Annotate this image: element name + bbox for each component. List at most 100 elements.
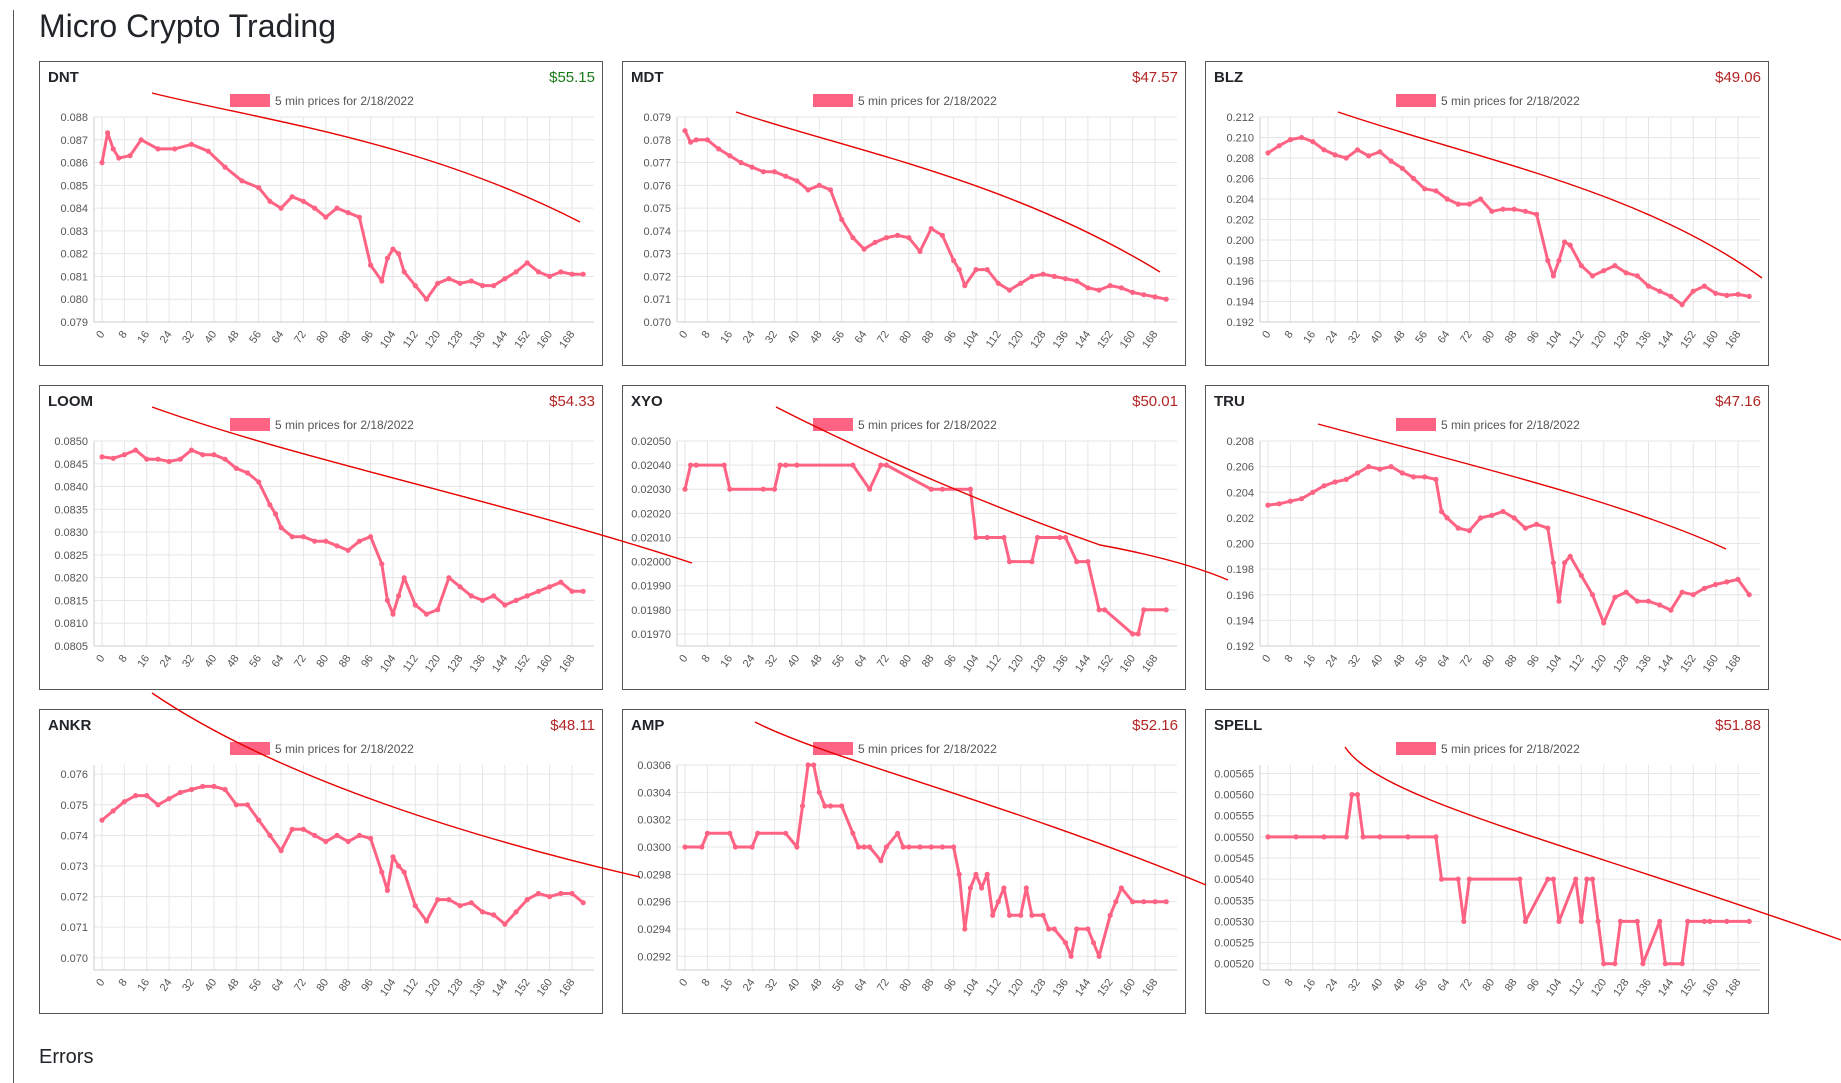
data-point[interactable] <box>1634 598 1640 604</box>
data-point[interactable] <box>172 146 178 152</box>
data-point[interactable] <box>468 278 474 284</box>
data-point[interactable] <box>1343 155 1349 161</box>
data-point[interactable] <box>939 232 945 238</box>
data-point[interactable] <box>1713 581 1719 588</box>
data-point[interactable] <box>222 786 228 793</box>
data-point[interactable] <box>580 588 586 594</box>
data-point[interactable] <box>1321 483 1327 489</box>
data-point[interactable] <box>144 793 150 799</box>
data-point[interactable] <box>513 909 519 915</box>
data-point[interactable] <box>502 921 508 927</box>
data-point[interactable] <box>956 267 962 273</box>
data-point[interactable] <box>155 802 161 808</box>
data-point[interactable] <box>1018 280 1024 286</box>
data-point[interactable] <box>205 148 211 154</box>
data-point[interactable] <box>917 248 923 254</box>
data-point[interactable] <box>1511 206 1517 212</box>
data-point[interactable] <box>239 178 245 184</box>
data-point[interactable] <box>805 187 811 193</box>
data-point[interactable] <box>99 160 105 166</box>
chart-legend[interactable]: 5 min prices for 2/18/2022 <box>1396 418 1580 432</box>
data-point[interactable] <box>1141 607 1147 613</box>
data-point[interactable] <box>1657 918 1663 924</box>
data-point[interactable] <box>233 802 239 808</box>
data-point[interactable] <box>771 169 778 175</box>
data-point[interactable] <box>693 462 699 468</box>
chart-legend[interactable]: 5 min prices for 2/18/2022 <box>230 742 414 756</box>
data-point[interactable] <box>699 844 705 850</box>
data-point[interactable] <box>1466 876 1472 882</box>
data-point[interactable] <box>491 912 497 918</box>
data-point[interactable] <box>412 602 418 608</box>
data-point[interactable] <box>1562 239 1568 245</box>
data-point[interactable] <box>1366 153 1372 159</box>
data-point[interactable] <box>1662 961 1668 967</box>
data-point[interactable] <box>1001 885 1007 891</box>
data-point[interactable] <box>1657 288 1663 294</box>
data-point[interactable] <box>883 844 889 850</box>
data-point[interactable] <box>1354 792 1361 798</box>
data-point[interactable] <box>166 796 172 802</box>
data-point[interactable] <box>110 808 116 814</box>
data-point[interactable] <box>1578 263 1584 269</box>
data-point[interactable] <box>1299 496 1305 502</box>
data-point[interactable] <box>1578 918 1584 924</box>
data-point[interactable] <box>188 786 195 793</box>
data-point[interactable] <box>688 462 694 468</box>
data-point[interactable] <box>967 885 973 891</box>
data-point[interactable] <box>979 885 985 891</box>
data-point[interactable] <box>1085 285 1091 291</box>
data-point[interactable] <box>569 890 575 897</box>
data-point[interactable] <box>267 502 273 508</box>
data-point[interactable] <box>783 462 789 468</box>
data-point[interactable] <box>682 844 688 850</box>
data-point[interactable] <box>1522 918 1528 924</box>
data-point[interactable] <box>1130 631 1136 637</box>
data-point[interactable] <box>878 858 884 864</box>
data-point[interactable] <box>1545 257 1551 264</box>
data-point[interactable] <box>423 918 430 924</box>
data-point[interactable] <box>356 832 362 838</box>
data-point[interactable] <box>412 283 418 289</box>
data-point[interactable] <box>1701 585 1707 591</box>
data-point[interactable] <box>1589 273 1596 279</box>
data-point[interactable] <box>951 257 957 264</box>
data-point[interactable] <box>1130 899 1136 905</box>
data-point[interactable] <box>177 456 183 462</box>
data-point[interactable] <box>1265 834 1271 840</box>
data-point[interactable] <box>110 455 116 461</box>
data-point[interactable] <box>278 848 284 854</box>
data-point[interactable] <box>1634 918 1640 924</box>
data-point[interactable] <box>502 602 508 608</box>
data-point[interactable] <box>479 283 486 289</box>
data-point[interactable] <box>1640 961 1646 967</box>
data-point[interactable] <box>1634 273 1640 279</box>
data-point[interactable] <box>345 210 351 216</box>
data-point[interactable] <box>1349 792 1355 798</box>
data-point[interactable] <box>1438 508 1445 515</box>
data-point[interactable] <box>547 584 553 590</box>
data-point[interactable] <box>569 588 575 594</box>
data-point[interactable] <box>883 462 889 468</box>
data-point[interactable] <box>457 903 463 909</box>
data-point[interactable] <box>423 296 430 302</box>
data-point[interactable] <box>547 894 553 900</box>
data-point[interactable] <box>1685 918 1691 924</box>
data-point[interactable] <box>1062 940 1069 946</box>
data-point[interactable] <box>1735 576 1741 582</box>
data-point[interactable] <box>962 283 968 289</box>
data-point[interactable] <box>794 178 800 184</box>
data-point[interactable] <box>704 830 710 836</box>
data-point[interactable] <box>1623 589 1629 595</box>
data-point[interactable] <box>1444 515 1450 521</box>
data-point[interactable] <box>1584 876 1590 882</box>
data-point[interactable] <box>1118 285 1124 291</box>
data-point[interactable] <box>816 789 822 795</box>
data-point[interactable] <box>312 538 318 544</box>
data-point[interactable] <box>1545 525 1551 531</box>
data-point[interactable] <box>1550 876 1556 882</box>
data-point[interactable] <box>939 486 945 492</box>
data-point[interactable] <box>390 854 396 860</box>
data-point[interactable] <box>524 260 530 266</box>
data-point[interactable] <box>1018 912 1024 918</box>
